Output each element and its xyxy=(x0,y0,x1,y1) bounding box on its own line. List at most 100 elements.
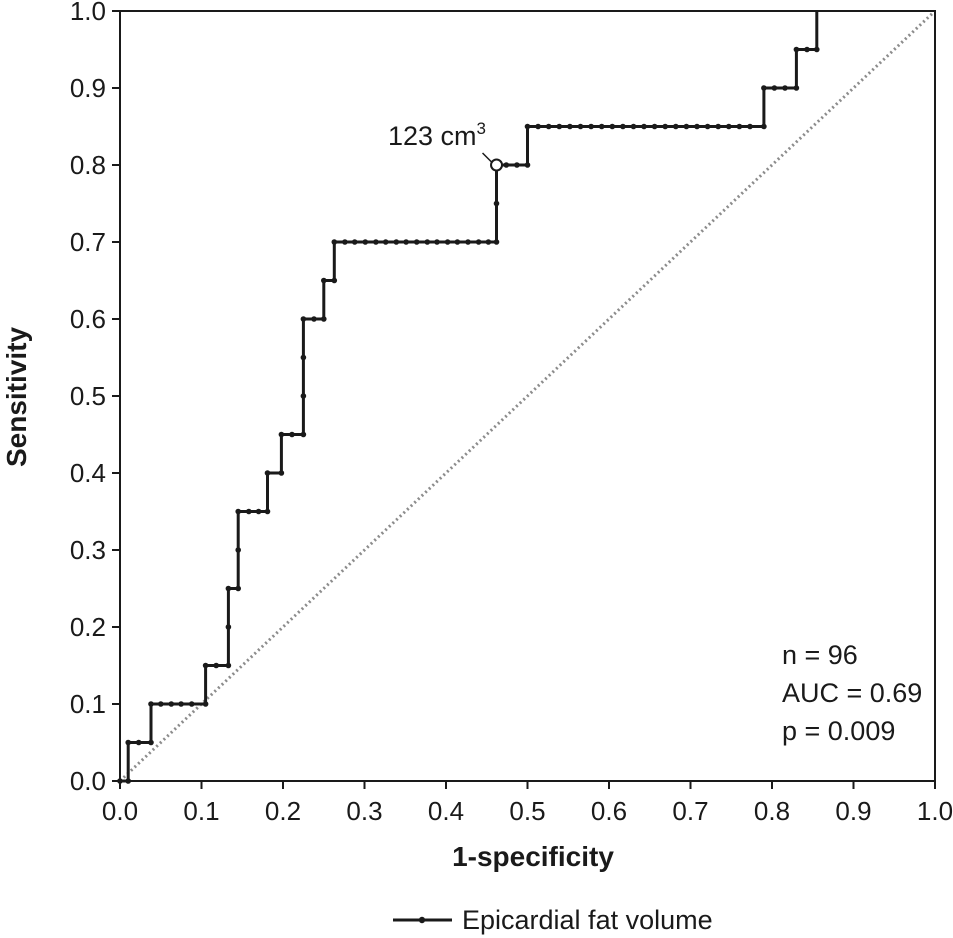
roc-point xyxy=(278,470,285,476)
x-tick-label: 1.0 xyxy=(917,796,953,826)
y-tick-label: 0.5 xyxy=(70,381,106,411)
y-tick-label: 0.4 xyxy=(70,458,106,488)
roc-point xyxy=(567,123,573,130)
stat-auc: AUC = 0.69 xyxy=(782,678,922,708)
x-tick-label: 0.1 xyxy=(183,796,219,826)
roc-point xyxy=(235,508,241,515)
roc-point xyxy=(300,316,307,322)
roc-point xyxy=(413,239,420,245)
roc-point xyxy=(651,123,658,130)
annotation-main: 123 cm xyxy=(388,121,477,151)
y-tick-label: 0.0 xyxy=(70,766,106,796)
roc-point xyxy=(403,239,409,245)
roc-curve-markers xyxy=(117,46,820,784)
roc-point xyxy=(331,277,338,284)
stat-n: n = 96 xyxy=(782,640,858,670)
roc-point xyxy=(158,701,164,707)
annotation-label: 123 cm3 xyxy=(388,119,486,151)
annotation-marker xyxy=(490,158,504,172)
annotation-superscript: 3 xyxy=(477,119,486,138)
roc-point xyxy=(493,239,500,245)
roc-point xyxy=(771,85,778,91)
roc-point xyxy=(264,470,271,476)
roc-point xyxy=(793,85,800,91)
x-tick-label: 0.8 xyxy=(754,796,790,826)
cutoff-annotation: 123 cm3 xyxy=(388,119,504,172)
x-tick-label: 0.5 xyxy=(509,796,545,826)
y-tick-label: 0.9 xyxy=(70,73,106,103)
legend-marker-swatch xyxy=(418,916,426,924)
roc-point xyxy=(761,123,767,130)
x-tick-label: 0.9 xyxy=(835,796,871,826)
y-axis-title: Sensitivity xyxy=(1,327,32,467)
roc-point xyxy=(188,701,195,707)
roc-point xyxy=(630,123,637,130)
y-tick-label: 0.1 xyxy=(70,689,106,719)
roc-point xyxy=(804,46,810,53)
annotation-leader-line xyxy=(481,152,493,163)
roc-point xyxy=(362,239,369,245)
y-tick-label: 1.0 xyxy=(70,0,106,26)
roc-point xyxy=(351,239,358,245)
roc-point xyxy=(225,585,232,592)
roc-point xyxy=(213,662,219,669)
roc-point xyxy=(300,431,307,438)
roc-point xyxy=(454,239,461,245)
x-tick-label: 0.6 xyxy=(591,796,627,826)
roc-point xyxy=(434,239,440,245)
roc-point xyxy=(704,123,711,130)
roc-point xyxy=(545,123,552,130)
x-axis-title: 1-specificity xyxy=(452,841,614,872)
roc-point xyxy=(321,277,327,284)
roc-point xyxy=(331,239,338,245)
roc-point xyxy=(342,239,348,245)
roc-point xyxy=(736,123,743,130)
x-tick-label: 0.2 xyxy=(265,796,301,826)
roc-point xyxy=(793,46,800,53)
y-axis-ticks: 0.0 0.1 0.2 0.3 0.4 0.5 0.6 0.7 0.8 0.9 1.0 xyxy=(70,0,120,796)
roc-point xyxy=(278,431,285,438)
roc-point xyxy=(673,123,679,130)
roc-point xyxy=(373,239,379,245)
roc-point xyxy=(641,123,647,130)
roc-point xyxy=(444,239,451,245)
x-tick-label: 0.3 xyxy=(346,796,382,826)
roc-point xyxy=(225,662,232,669)
roc-point xyxy=(321,316,327,322)
legend: Epicardial fat volume xyxy=(393,905,713,935)
roc-point xyxy=(683,123,690,130)
roc-point xyxy=(311,316,317,322)
roc-point xyxy=(264,508,271,515)
roc-point xyxy=(135,739,142,746)
roc-point xyxy=(747,123,753,130)
roc-point xyxy=(726,123,732,130)
y-tick-label: 0.6 xyxy=(70,304,106,334)
roc-point xyxy=(761,85,767,91)
roc-point xyxy=(503,162,510,168)
roc-point xyxy=(235,585,241,592)
legend-label: Epicardial fat volume xyxy=(462,905,713,935)
roc-point xyxy=(465,239,471,245)
y-tick-label: 0.8 xyxy=(70,150,106,180)
roc-point xyxy=(620,123,626,130)
roc-point xyxy=(168,701,175,707)
stats-box: n = 96 AUC = 0.69 p = 0.009 xyxy=(782,640,922,746)
roc-point xyxy=(514,162,520,168)
roc-point xyxy=(300,354,307,361)
x-tick-label: 0.0 xyxy=(102,796,138,826)
roc-point xyxy=(535,123,541,130)
roc-point xyxy=(475,239,482,245)
roc-point xyxy=(202,662,209,669)
roc-point xyxy=(694,123,700,130)
roc-point xyxy=(225,624,232,630)
roc-point xyxy=(178,701,184,707)
roc-point xyxy=(202,701,209,707)
roc-point xyxy=(609,123,616,130)
roc-point xyxy=(493,200,500,207)
roc-point xyxy=(782,85,788,91)
roc-point xyxy=(715,123,721,130)
roc-point xyxy=(148,739,154,746)
roc-point xyxy=(485,239,492,245)
roc-point xyxy=(524,123,531,130)
